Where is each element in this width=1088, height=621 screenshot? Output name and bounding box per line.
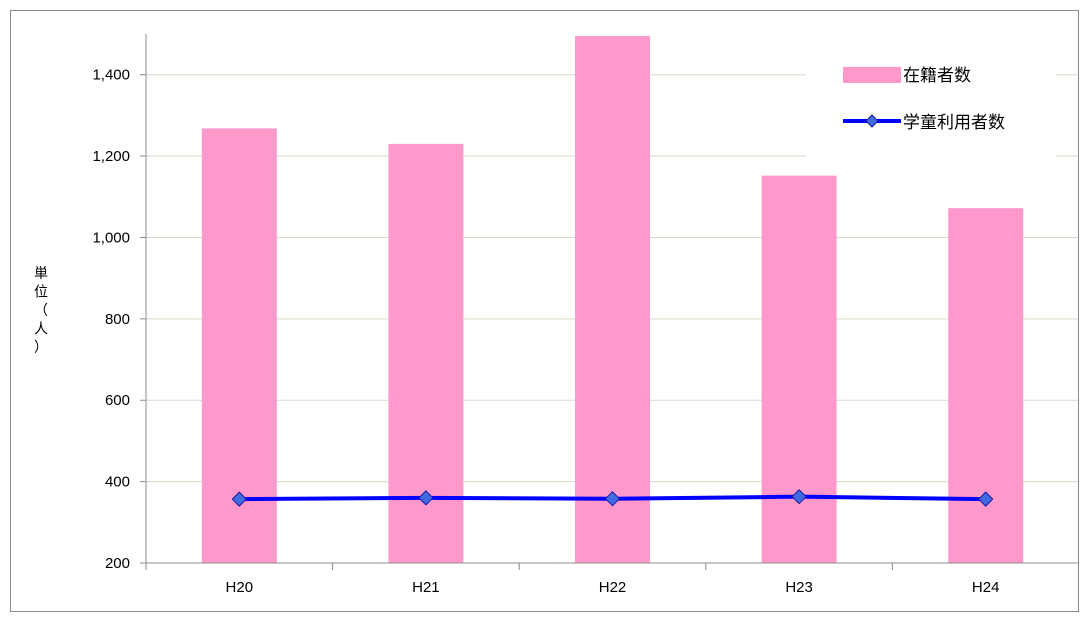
legend-label-line: 学童利用者数 [903,113,1005,133]
line-series [231,488,994,507]
line-marker-H22 [604,490,621,507]
legend-marker-line [865,114,879,128]
y-tick-label: 200 [105,555,130,572]
y-tick-label: 800 [105,311,130,328]
y-axis-label-char: ） [34,340,48,356]
line-marker-H24 [977,491,994,507]
axes [140,34,1078,570]
x-tick-labels: H20 H21 H22 H23 H24 [226,579,1000,596]
y-axis-label-char: 単 [34,266,48,282]
y-axis-label: 単位 （ 人 ） [34,266,48,356]
bar-H23 [761,175,837,563]
y-tick-label: 1,000 [92,229,130,246]
legend-swatch-bar [843,67,901,83]
x-tick-label: H22 [599,579,627,596]
x-tick-label: H24 [972,579,1000,596]
line-marker-H23 [791,488,807,505]
y-tick-label: 400 [105,474,130,491]
y-tick-label: 1,200 [92,148,130,165]
y-axis-label-char: 人 [34,322,48,338]
bar-series [201,36,1024,564]
legend-label-bar: 在籍者数 [903,66,971,86]
y-axis-label-char: 位 [34,285,48,301]
bar-H22 [575,36,650,564]
bar-H24 [948,208,1024,563]
x-tick-label: H23 [785,579,813,596]
y-tick-labels: 200 400 600 800 1,000 1,200 1,400 [92,67,130,572]
y-tick-label: 600 [105,392,130,409]
x-tick-label: H21 [412,579,440,596]
legend: 在籍者数 学童利用者数 [806,53,1056,163]
line-marker-H21 [418,490,434,506]
y-tick-label: 1,400 [92,67,130,84]
y-axis-label-char: （ [34,303,48,319]
x-tick-label: H20 [226,579,254,596]
chart-frame: 200 400 600 800 1,000 1,200 1,400 H20 H21 H22 H23… [10,10,1079,612]
bar-H20 [201,128,277,563]
line-marker-H20 [231,491,248,507]
chart-svg: 200 400 600 800 1,000 1,200 1,400 H20 H21 H22 H23… [34,34,1078,596]
